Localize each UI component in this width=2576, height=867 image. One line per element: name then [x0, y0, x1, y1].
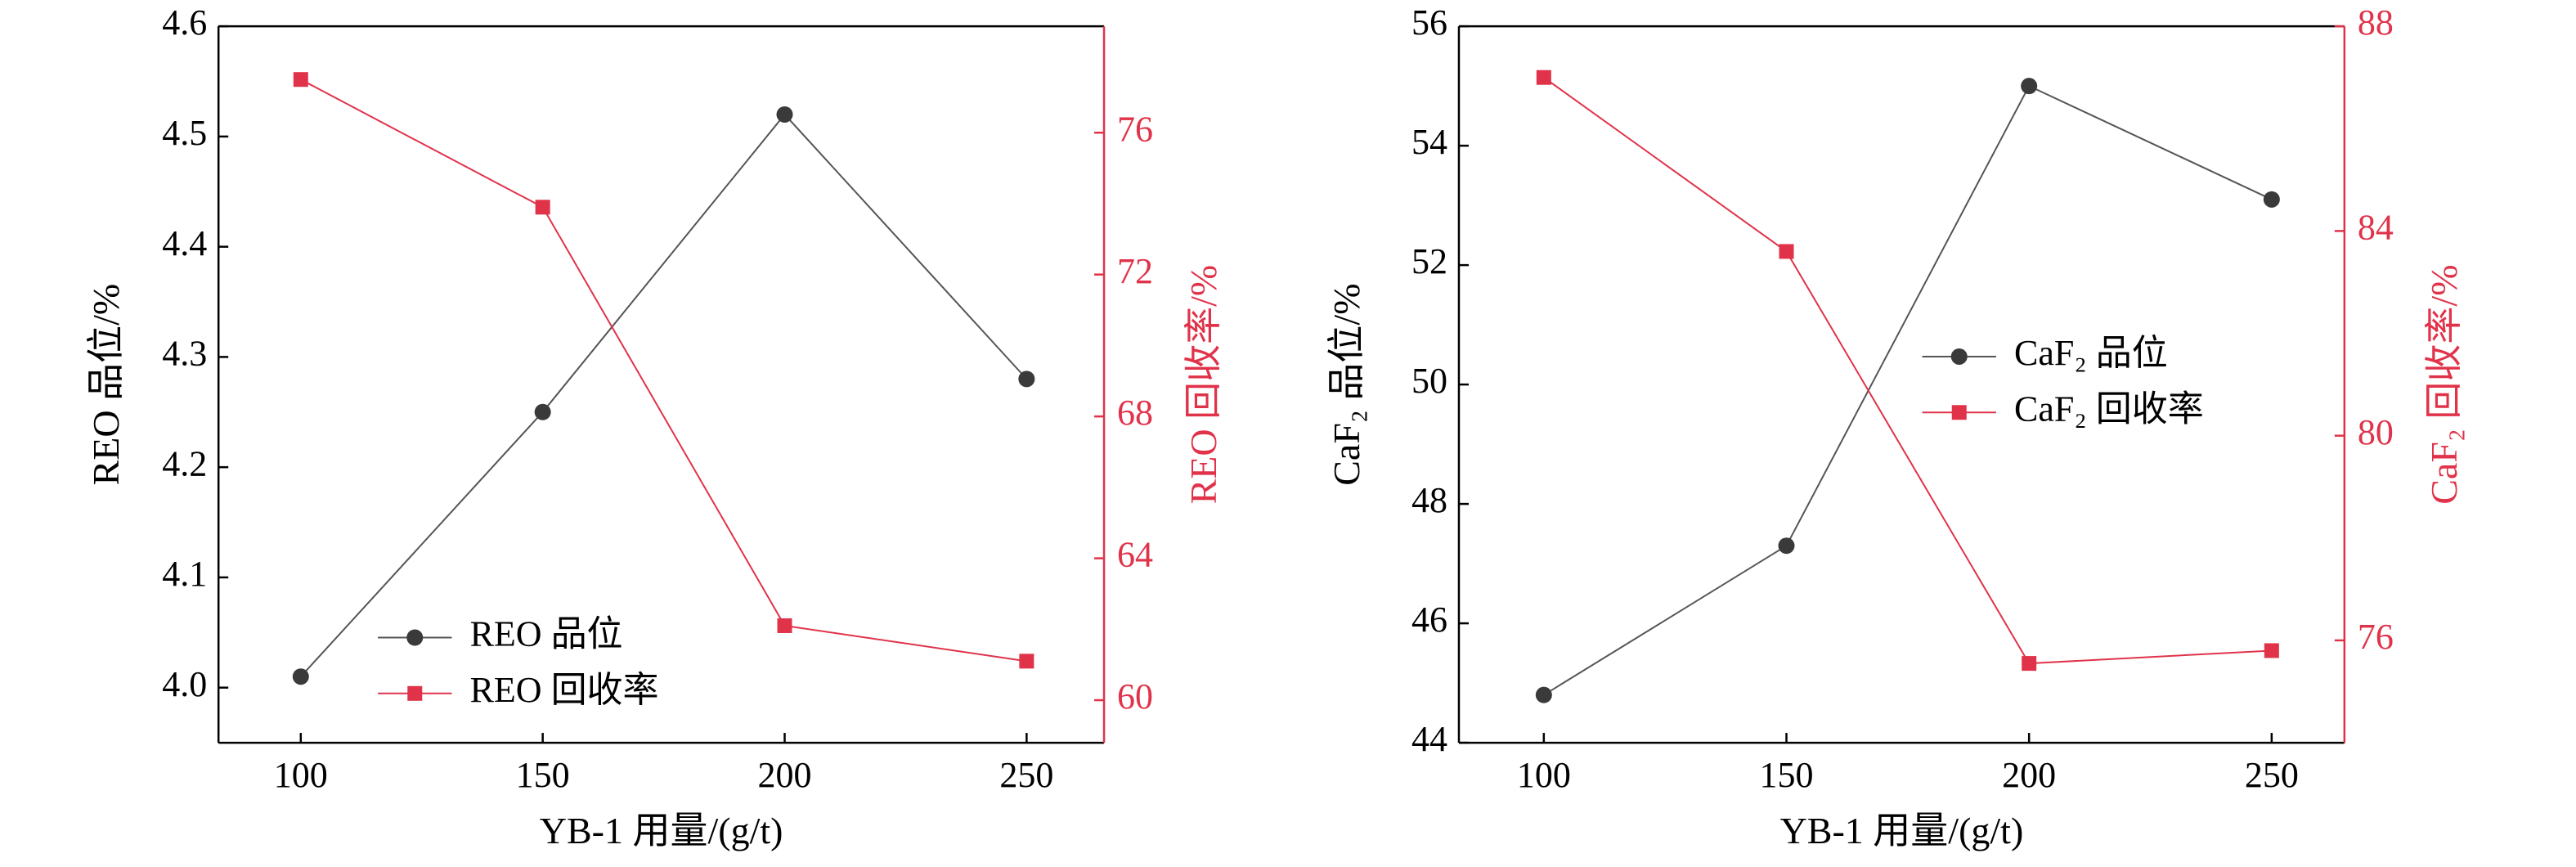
- y-axis-label: CaF₂ 品位/%: [1326, 283, 1367, 485]
- marker: [2022, 656, 2037, 672]
- y2-axis-label: CaF₂ 回收率/%: [2423, 264, 2465, 504]
- y-axis-label: REO 品位/%: [85, 284, 127, 486]
- marker: [2021, 78, 2038, 95]
- marker: [407, 685, 423, 701]
- y2-tick-label: 76: [2358, 617, 2394, 657]
- y2-axis-label: REO 回收率/%: [1183, 265, 1224, 505]
- marker: [1950, 348, 1968, 365]
- y2-tick-label: 88: [2358, 2, 2394, 43]
- y-tick-label: 4.2: [162, 443, 207, 483]
- marker: [2263, 191, 2280, 208]
- marker: [1536, 70, 1551, 85]
- y2-tick-label: 76: [1117, 109, 1153, 149]
- series-line: [1543, 76, 2272, 665]
- series-line: [300, 113, 1028, 677]
- marker: [776, 106, 793, 123]
- marker: [2264, 643, 2279, 658]
- y-tick-label: 44: [1411, 719, 1447, 759]
- marker: [534, 403, 551, 420]
- x-axis-label: YB-1 用量/(g/t): [1780, 810, 2024, 851]
- marker: [535, 200, 550, 215]
- legend-label: REO 回收率: [470, 670, 659, 710]
- x-tick-label: 100: [1517, 755, 1571, 795]
- series-line: [300, 79, 1027, 663]
- y-tick-label: 46: [1411, 600, 1447, 640]
- marker: [293, 72, 308, 88]
- y-tick-label: 4.6: [162, 2, 207, 43]
- x-tick-label: 250: [999, 755, 1053, 795]
- y2-tick-label: 64: [1117, 535, 1153, 575]
- y2-tick-label: 80: [2358, 412, 2394, 452]
- legend-label: CaF₂ 回收率: [2014, 389, 2204, 429]
- legend-label: REO 品位: [470, 614, 623, 654]
- x-tick-label: 250: [2245, 755, 2299, 795]
- marker: [1778, 537, 1795, 555]
- marker: [1779, 244, 1794, 259]
- y-tick-label: 48: [1411, 480, 1447, 520]
- marker: [406, 629, 424, 646]
- y-tick-label: 56: [1411, 2, 1447, 43]
- legend-label: CaF₂ 品位: [2014, 333, 2168, 373]
- y-tick-label: 52: [1411, 241, 1447, 281]
- marker: [1018, 371, 1035, 388]
- y-tick-label: 4.5: [162, 113, 207, 153]
- legend: REO 品位 REO 回收率: [378, 614, 659, 710]
- marker: [1951, 405, 1967, 420]
- y-tick-label: 4.3: [162, 334, 207, 374]
- series-line: [1543, 84, 2273, 696]
- marker: [1535, 686, 1552, 703]
- marker: [292, 668, 309, 685]
- x-tick-label: 150: [516, 755, 570, 795]
- x-tick-label: 100: [274, 755, 328, 795]
- y2-tick-label: 84: [2358, 208, 2394, 248]
- y-tick-label: 4.4: [162, 223, 207, 263]
- chart: 100 150 200 250 44 46 48 50 52 54 56 76 80 84 88 YB-1 用…: [1326, 2, 2465, 851]
- marker: [1019, 654, 1034, 669]
- x-tick-label: 150: [1759, 755, 1813, 795]
- x-tick-label: 200: [2002, 755, 2056, 795]
- y2-tick-label: 68: [1117, 393, 1153, 433]
- y-tick-label: 50: [1411, 361, 1447, 401]
- marker: [777, 618, 792, 633]
- y2-tick-label: 60: [1117, 676, 1153, 717]
- legend: CaF₂ 品位 CaF₂ 回收率: [1922, 333, 2204, 429]
- y-tick-label: 54: [1411, 122, 1447, 162]
- x-tick-label: 200: [758, 755, 812, 795]
- y2-tick-label: 72: [1117, 251, 1153, 291]
- y-tick-label: 4.1: [162, 554, 207, 594]
- x-axis-label: YB-1 用量/(g/t): [540, 810, 783, 851]
- chart: 100 150 200 250 4.0 4.1 4.2 4.3 4.4 4.5 4.6 60 64 68 7…: [85, 2, 1224, 851]
- y-tick-label: 4.0: [162, 664, 207, 704]
